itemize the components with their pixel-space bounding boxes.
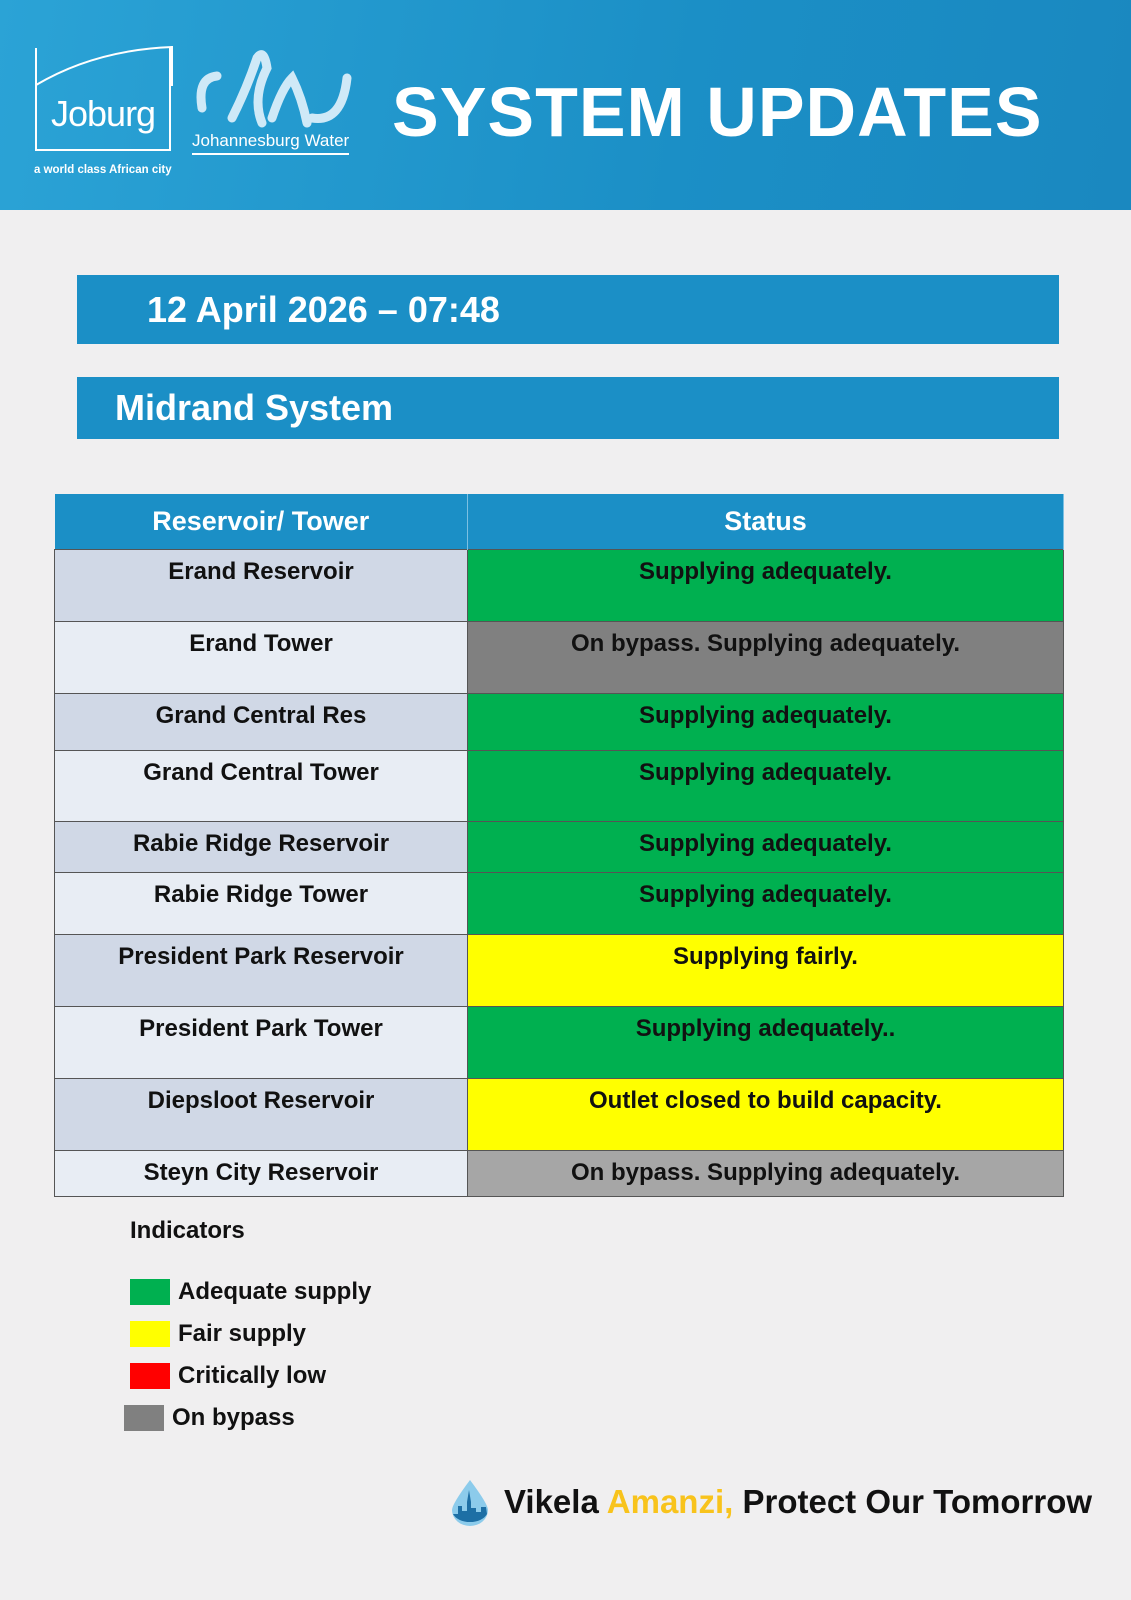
- footer-slogan: Vikela Amanzi, Protect Our Tomorrow: [448, 1478, 1092, 1526]
- water-drop-city-icon: [452, 1480, 488, 1526]
- reservoir-name: President Park Reservoir: [54, 933, 468, 1007]
- reservoir-name: Erand Reservoir: [54, 548, 468, 622]
- table-row: Grand Central Tower Supplying adequately.: [54, 749, 1064, 822]
- status-cell: Supplying adequately..: [467, 1005, 1064, 1079]
- reservoir-name: Rabie Ridge Reservoir: [54, 820, 468, 873]
- status-cell: Supplying adequately.: [467, 820, 1064, 873]
- status-table: Reservoir/ Tower Status Erand Reservoir S…: [54, 494, 1064, 1197]
- status-cell: Supplying adequately.: [467, 871, 1064, 935]
- reservoir-name: Diepsloot Reservoir: [54, 1077, 468, 1151]
- reservoir-name: Steyn City Reservoir: [54, 1149, 468, 1197]
- table-row: President Park Tower Supplying adequately…: [54, 1005, 1064, 1079]
- status-cell: Supplying adequately.: [467, 692, 1064, 751]
- header: Joburg a world class African city Johann…: [0, 0, 1131, 210]
- legend-swatch: [130, 1321, 170, 1347]
- reservoir-name: Erand Tower: [54, 620, 468, 694]
- table-row: Steyn City Reservoir On bypass. Supplying…: [54, 1149, 1064, 1197]
- column-header-status: Status: [467, 494, 1064, 549]
- legend-item: Adequate supply: [130, 1271, 371, 1313]
- page-title: SYSTEM UPDATES: [392, 73, 1043, 151]
- table-row: Grand Central Res Supplying adequately.: [54, 692, 1064, 751]
- legend-title: Indicators: [130, 1217, 245, 1244]
- tagline: a world class African city: [34, 164, 172, 176]
- reservoir-name: President Park Tower: [54, 1005, 468, 1079]
- status-cell: On bypass. Supplying adequately.: [467, 620, 1064, 694]
- legend: Indicators Adequate supply Fair supply Cri…: [124, 1217, 371, 1439]
- johannesburg-water-logo: [196, 50, 352, 128]
- table-row: President Park Reservoir Supplying fairly…: [54, 933, 1064, 1007]
- system-banner: Midrand System: [77, 377, 1059, 439]
- reservoir-name: Rabie Ridge Tower: [54, 871, 468, 935]
- table-row: Erand Tower On bypass. Supplying adequate…: [54, 620, 1064, 694]
- legend-swatch: [130, 1279, 170, 1305]
- table-row: Diepsloot Reservoir Outlet closed to buil…: [54, 1077, 1064, 1151]
- column-header-reservoir: Reservoir/ Tower: [54, 494, 468, 549]
- legend-item: Fair supply: [130, 1313, 371, 1355]
- date-banner: 12 April 2026 – 07:48: [77, 275, 1059, 344]
- legend-item: Critically low: [130, 1355, 371, 1397]
- status-cell: Supplying fairly.: [467, 933, 1064, 1007]
- table-row: Rabie Ridge Tower Supplying adequately.: [54, 871, 1064, 935]
- reservoir-name: Grand Central Res: [54, 692, 468, 751]
- joburg-logo: Joburg: [35, 46, 173, 151]
- status-cell: Supplying adequately.: [467, 548, 1064, 622]
- reservoir-name: Grand Central Tower: [54, 749, 468, 822]
- legend-item: On bypass: [124, 1397, 371, 1439]
- status-cell: Supplying adequately.: [467, 749, 1064, 822]
- status-cell: On bypass. Supplying adequately.: [467, 1149, 1064, 1197]
- table-row: Rabie Ridge Reservoir Supplying adequatel…: [54, 820, 1064, 873]
- status-cell: Outlet closed to build capacity.: [467, 1077, 1064, 1151]
- legend-swatch: [130, 1363, 170, 1389]
- table-row: Erand Reservoir Supplying adequately.: [54, 548, 1064, 622]
- legend-swatch: [124, 1405, 164, 1431]
